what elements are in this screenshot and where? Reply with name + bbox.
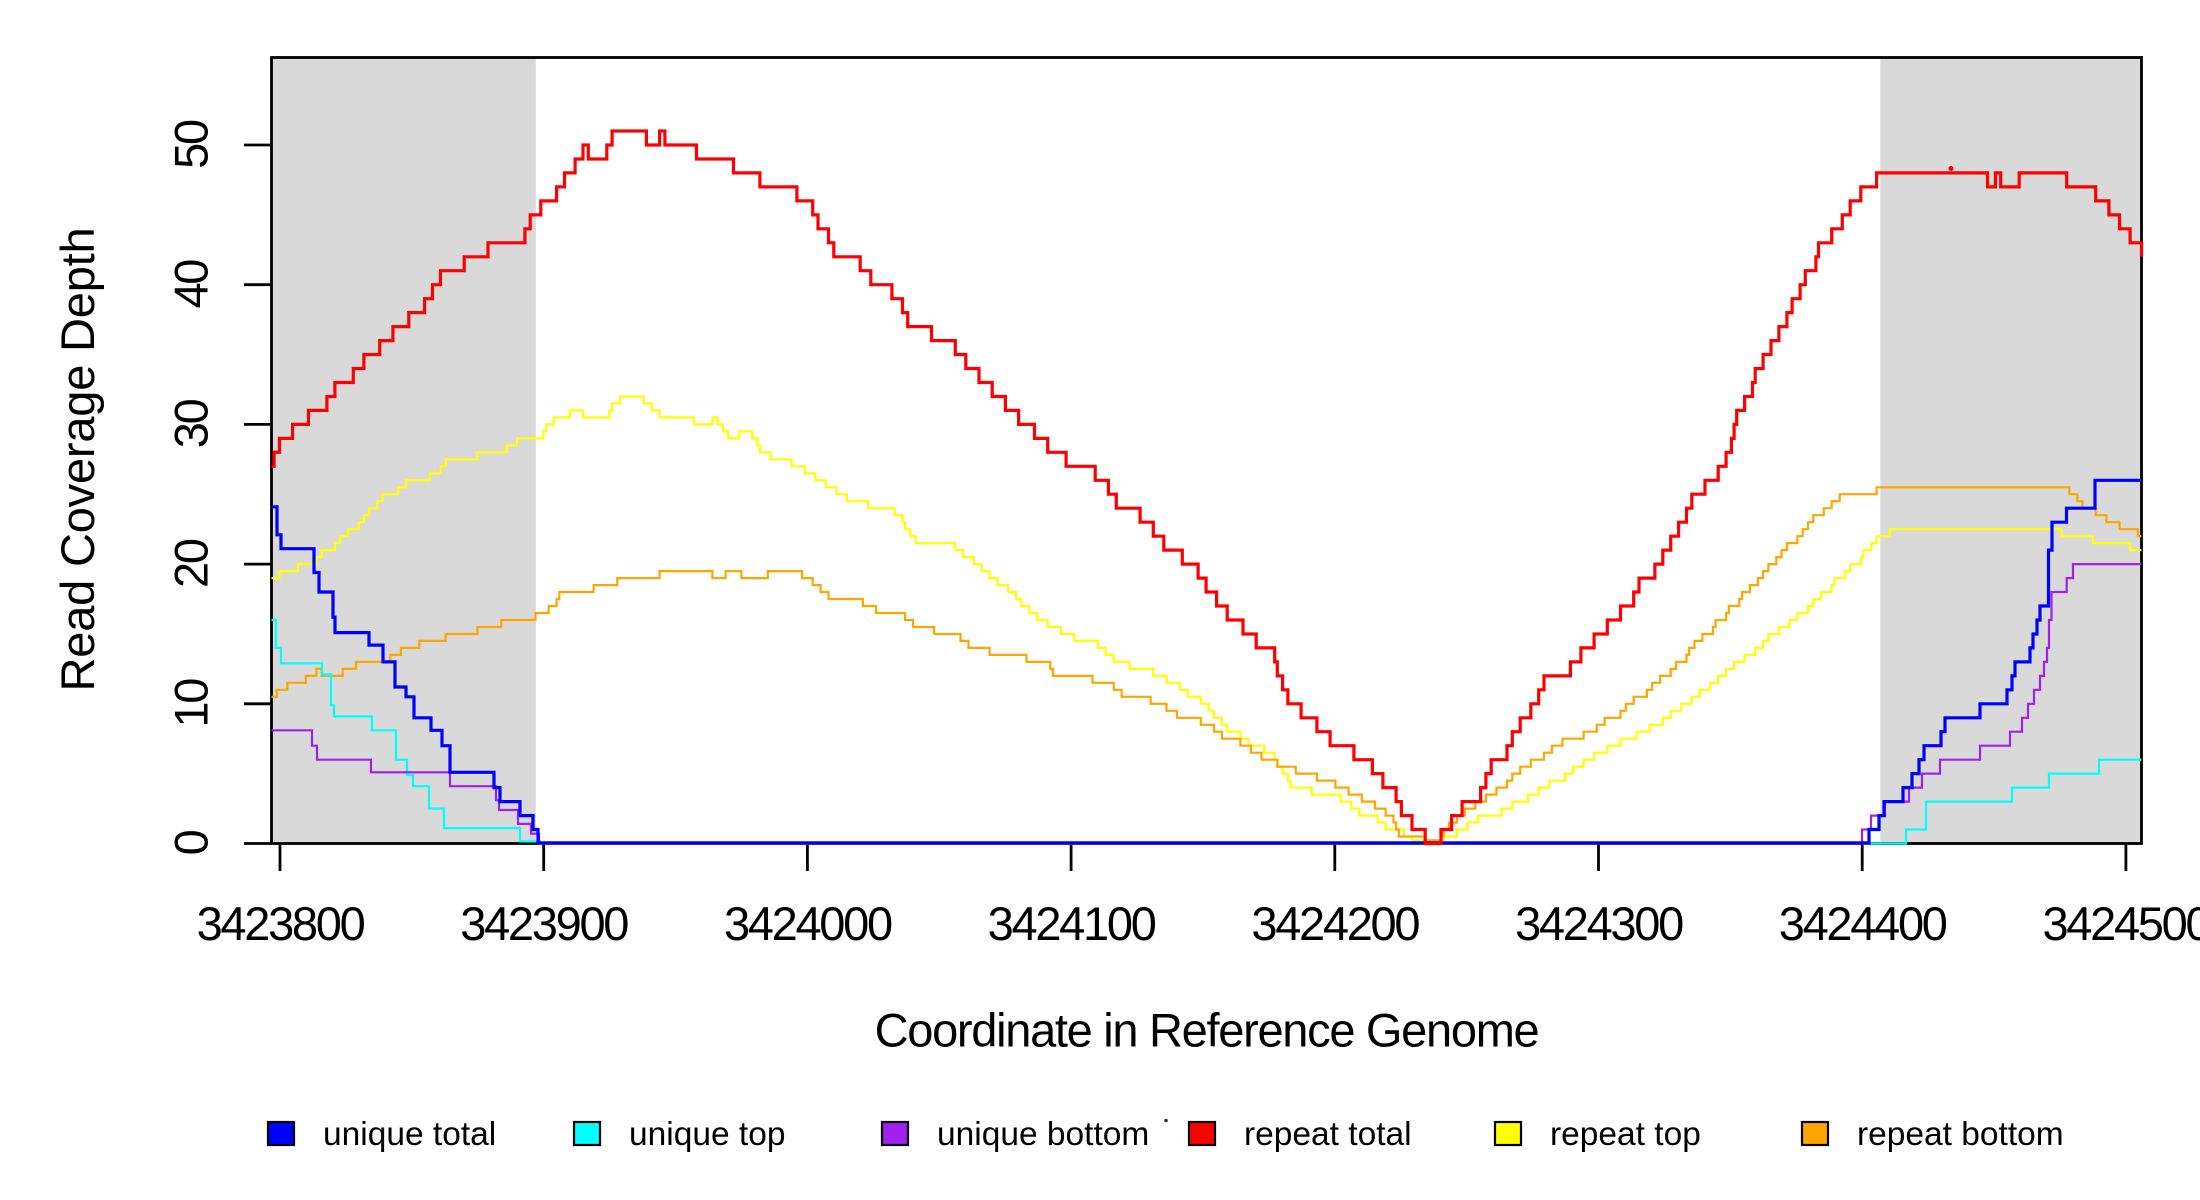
svg-text:3424300: 3424300: [1515, 897, 1683, 950]
svg-text:3423800: 3423800: [197, 897, 365, 950]
svg-text:10: 10: [165, 679, 218, 728]
svg-text:0: 0: [165, 830, 218, 855]
svg-text:repeat bottom: repeat bottom: [1857, 1116, 2064, 1153]
svg-text:3424200: 3424200: [1251, 897, 1419, 950]
svg-text:unique top: unique top: [629, 1116, 785, 1153]
svg-text:3424400: 3424400: [1779, 897, 1947, 950]
svg-text:repeat total: repeat total: [1244, 1116, 1412, 1153]
svg-text:Coordinate in Reference Genome: Coordinate in Reference Genome: [875, 1004, 1539, 1057]
svg-text:3424000: 3424000: [724, 897, 892, 950]
svg-text:50: 50: [165, 120, 218, 169]
svg-text:unique bottom: unique bottom: [937, 1116, 1149, 1153]
svg-text:Read Coverage Depth: Read Coverage Depth: [51, 228, 104, 692]
svg-text:40: 40: [165, 260, 218, 309]
svg-text:repeat top: repeat top: [1550, 1116, 1701, 1153]
svg-text:20: 20: [165, 539, 218, 588]
svg-text:30: 30: [165, 399, 218, 448]
svg-text:3423900: 3423900: [460, 897, 628, 950]
svg-text:unique total: unique total: [323, 1116, 496, 1153]
svg-text:3424500: 3424500: [2042, 897, 2200, 950]
svg-text:3424100: 3424100: [988, 897, 1156, 950]
